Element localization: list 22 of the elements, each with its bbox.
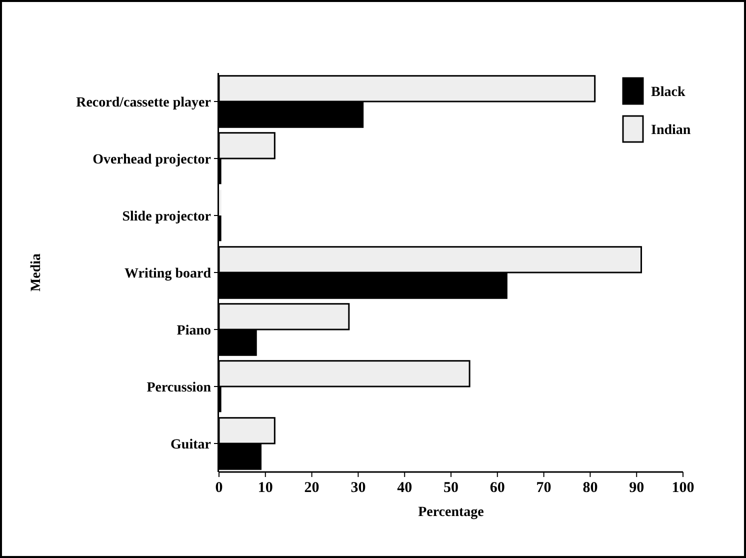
y-tick-label: Guitar xyxy=(170,437,211,452)
x-tick-label: 90 xyxy=(629,480,644,496)
y-tick-label: Record/cassette player xyxy=(76,95,211,110)
x-tick-label: 40 xyxy=(397,480,412,496)
x-tick-label: 20 xyxy=(304,480,320,496)
y-tick-label: Writing board xyxy=(124,266,212,282)
x-tick-label: 0 xyxy=(215,480,223,496)
x-tick-label: 50 xyxy=(444,480,458,496)
x-tick-label: 100 xyxy=(672,480,694,496)
x-tick-label: 30 xyxy=(350,480,366,496)
y-tick-label: Piano xyxy=(176,323,211,338)
legend-label: Black xyxy=(651,84,686,100)
y-axis-title: Media xyxy=(29,253,44,292)
y-tick-label: Overhead projector xyxy=(92,152,211,168)
x-tick-label: 60 xyxy=(490,480,505,496)
x-tick-label: 70 xyxy=(536,480,552,496)
y-tick-label: Slide projector xyxy=(122,209,211,224)
x-tick-label: 10 xyxy=(258,480,273,496)
legend-label: Indian xyxy=(651,122,691,138)
y-tick-label: Percussion xyxy=(146,380,212,396)
x-axis-title: Percentage xyxy=(418,505,484,520)
x-tick-label: 80 xyxy=(582,480,598,496)
